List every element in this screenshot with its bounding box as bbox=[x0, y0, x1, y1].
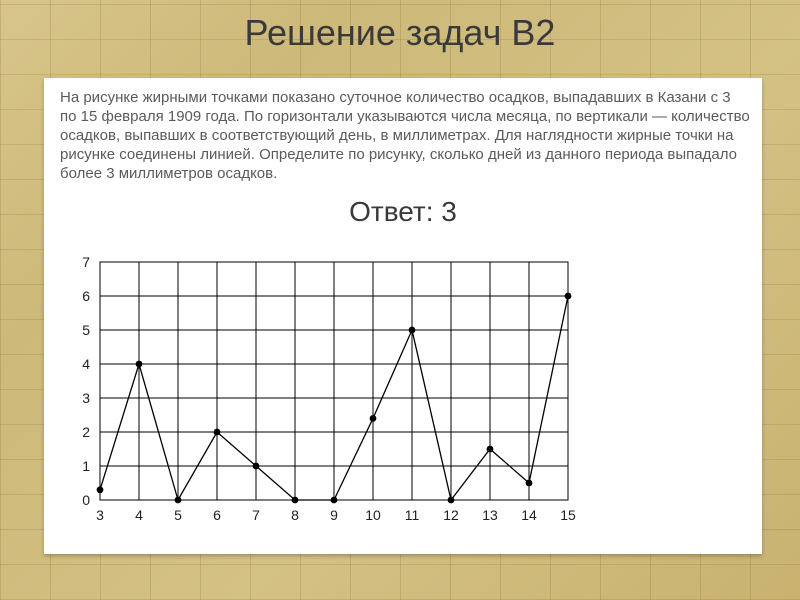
svg-text:12: 12 bbox=[443, 507, 459, 523]
svg-text:7: 7 bbox=[82, 256, 90, 270]
precipitation-chart: 345678910111213141501234567 bbox=[66, 256, 596, 537]
problem-text: На рисунке жирными точками показано суто… bbox=[60, 88, 750, 183]
chart-svg: 345678910111213141501234567 bbox=[66, 256, 596, 532]
svg-text:6: 6 bbox=[82, 288, 90, 304]
svg-text:13: 13 bbox=[482, 507, 498, 523]
slide-title: Решение задач B2 bbox=[0, 12, 800, 54]
answer-overlay: Ответ: 3 bbox=[44, 196, 762, 228]
svg-text:14: 14 bbox=[521, 507, 537, 523]
svg-text:11: 11 bbox=[405, 507, 420, 523]
svg-text:3: 3 bbox=[82, 390, 90, 406]
problem-card: На рисунке жирными точками показано суто… bbox=[44, 78, 762, 554]
svg-text:4: 4 bbox=[135, 507, 143, 523]
svg-text:7: 7 bbox=[252, 507, 260, 523]
svg-text:4: 4 bbox=[82, 356, 90, 372]
svg-text:10: 10 bbox=[365, 507, 381, 523]
svg-text:6: 6 bbox=[213, 507, 221, 523]
svg-text:15: 15 bbox=[560, 507, 576, 523]
svg-text:9: 9 bbox=[330, 507, 338, 523]
svg-text:1: 1 bbox=[82, 458, 90, 474]
svg-text:5: 5 bbox=[174, 507, 182, 523]
slide-background: Решение задач B2 На рисунке жирными точк… bbox=[0, 0, 800, 600]
svg-text:8: 8 bbox=[291, 507, 299, 523]
svg-text:5: 5 bbox=[82, 322, 90, 338]
svg-text:2: 2 bbox=[82, 424, 90, 440]
svg-text:3: 3 bbox=[96, 507, 104, 523]
svg-text:0: 0 bbox=[82, 492, 90, 508]
